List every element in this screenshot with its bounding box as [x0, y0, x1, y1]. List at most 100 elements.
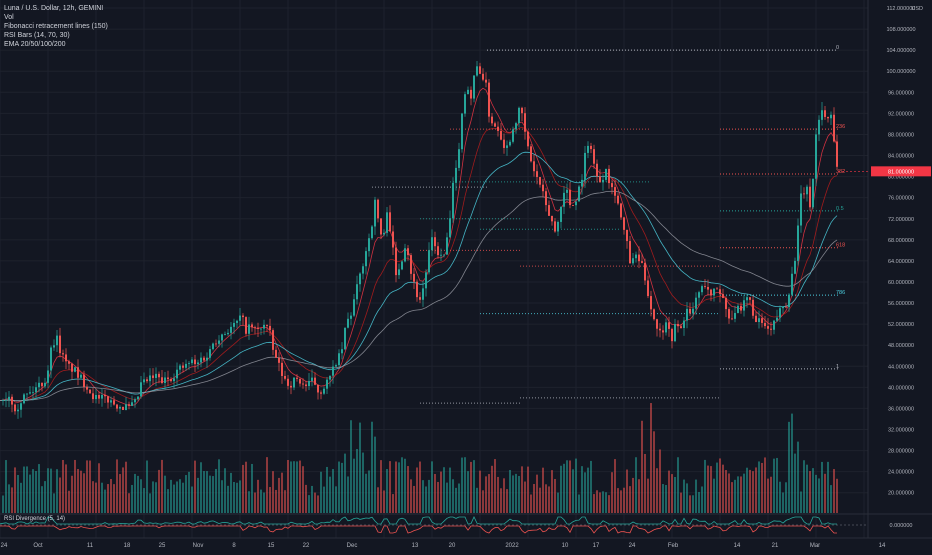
volume-bar — [674, 476, 676, 513]
symbol-title[interactable]: Luna / U.S. Dollar, 12h, GEMINI — [4, 5, 104, 12]
volume-bar — [707, 465, 709, 513]
candle-body — [440, 254, 442, 256]
legend-volume[interactable]: Vol — [4, 14, 14, 21]
candle-body — [197, 362, 199, 365]
candle-body — [728, 309, 730, 319]
candle-body — [743, 300, 745, 311]
volume-bar — [656, 468, 658, 513]
volume-bar — [161, 459, 163, 513]
volume-bar — [485, 476, 487, 513]
volume-bar — [713, 478, 715, 513]
volume-bar — [599, 492, 601, 513]
candle-body — [314, 377, 316, 385]
rsi-divergence-bear-line — [0, 525, 837, 534]
candle-body — [503, 139, 505, 148]
candle-body — [74, 367, 76, 372]
volume-bar — [560, 465, 562, 513]
volume-bar — [665, 485, 667, 513]
legend-fibonacci[interactable]: Fibonacci retracement lines (150) — [4, 23, 108, 30]
candle-body — [533, 161, 535, 172]
volume-bar — [536, 474, 538, 513]
volume-bar — [323, 486, 325, 513]
volume-bar — [305, 484, 307, 513]
volume-bar — [410, 479, 412, 513]
volume-bar — [764, 457, 766, 513]
candle-body — [353, 299, 355, 316]
volume-bar — [71, 475, 73, 513]
candle-body — [41, 382, 43, 387]
volume-bar — [287, 460, 289, 513]
volume-bar — [89, 460, 91, 513]
volume-bar — [548, 486, 550, 513]
candle-body — [833, 114, 835, 142]
volume-bar — [575, 458, 577, 513]
price-tick-label: 112.000000 — [887, 6, 916, 12]
candle-body — [359, 273, 361, 285]
candle-body — [413, 273, 415, 282]
volume-bar — [158, 469, 160, 513]
time-tick-label: Oct — [33, 543, 43, 549]
volume-bar — [329, 476, 331, 513]
candle-body — [686, 308, 688, 321]
volume-bar — [197, 477, 199, 513]
volume-bar — [14, 467, 16, 513]
candle-body — [404, 248, 406, 262]
candle-body — [284, 376, 286, 379]
candle-body — [455, 167, 457, 183]
current-price-label: 81.000000 — [888, 169, 914, 175]
volume-bar — [680, 492, 682, 513]
legend-rsi-bars[interactable]: RSI Bars (14, 70, 30) — [4, 32, 70, 39]
volume-bar — [65, 464, 67, 513]
volume-bar — [758, 461, 760, 513]
rsi-divergence-label[interactable]: RSI Divergence (5, 14) — [4, 516, 66, 522]
candle-body — [527, 131, 529, 147]
volume-bar — [179, 479, 181, 513]
candle-body — [695, 297, 697, 309]
volume-bar — [365, 473, 367, 513]
candle-body — [731, 318, 733, 320]
volume-bar — [284, 490, 286, 513]
volume-bar — [338, 461, 340, 513]
volume-bar — [749, 469, 751, 513]
candle-body — [173, 378, 175, 382]
volume-bar — [182, 482, 184, 513]
candle-body — [332, 366, 334, 376]
volume-bar — [626, 469, 628, 513]
volume-bar — [818, 478, 820, 513]
candle-body — [116, 404, 118, 409]
volume-bar — [611, 472, 613, 513]
candle-body — [161, 377, 163, 383]
volume-bar — [86, 460, 88, 513]
volume-bar — [602, 491, 604, 513]
candle-body — [32, 392, 34, 394]
price-tick-label: 24.000000 — [888, 470, 914, 476]
candle-body — [374, 199, 376, 227]
price-tick-label: 36.000000 — [888, 406, 914, 412]
candles — [2, 60, 838, 419]
volume-bar — [134, 473, 136, 513]
candle-body — [71, 363, 73, 372]
candle-body — [557, 221, 559, 232]
grid-lines — [0, 0, 868, 538]
candle-body — [803, 193, 805, 195]
candle-body — [362, 266, 364, 274]
volume-bar — [242, 464, 244, 513]
volume-bar — [629, 486, 631, 513]
candle-body — [569, 189, 571, 206]
candle-body — [287, 378, 289, 386]
volume-bar — [413, 485, 415, 513]
volume-bar — [221, 480, 223, 513]
volume-bar — [167, 489, 169, 513]
price-tick-label: 84.000000 — [888, 154, 914, 160]
volume-bar — [269, 487, 271, 513]
candle-body — [248, 324, 250, 334]
legend-ema[interactable]: EMA 20/50/100/200 — [4, 41, 66, 48]
volume-bar — [506, 489, 508, 513]
candle-body — [170, 379, 172, 382]
volume-bar — [722, 464, 724, 513]
volume-bar — [572, 469, 574, 513]
candle-body — [182, 365, 184, 368]
volume-bar — [359, 422, 361, 513]
